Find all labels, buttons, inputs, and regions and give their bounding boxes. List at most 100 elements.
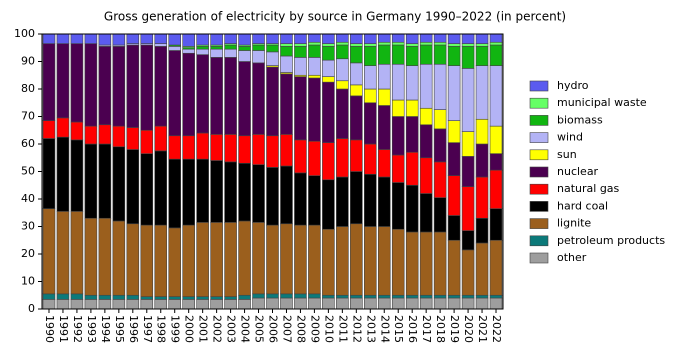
x-tick-label: 2016 (406, 315, 419, 343)
bar-segment (84, 217, 98, 296)
x-tick-label: 1997 (141, 315, 154, 343)
bar-segment (475, 33, 489, 44)
bar-segment (475, 143, 489, 178)
bar-segment (84, 299, 98, 310)
bar-segment (447, 297, 461, 310)
bar-segment (336, 297, 349, 310)
bar-segment (210, 46, 223, 50)
bar-segment (336, 33, 349, 43)
bar-segment (140, 153, 154, 226)
bar-segment (364, 88, 377, 104)
bar-segment (294, 76, 307, 141)
bar-segment (350, 43, 363, 47)
bar-segment (308, 140, 321, 176)
bar-segment (126, 33, 140, 44)
bar-segment (475, 297, 489, 310)
y-tick-label: 30 (21, 220, 35, 233)
bar-segment (419, 157, 433, 194)
bar-segment (280, 223, 293, 295)
bar-segment (475, 242, 489, 296)
bar-segment (266, 224, 279, 295)
bar-segment (405, 65, 419, 101)
bar-segment (182, 299, 195, 310)
bar-segment (182, 48, 195, 54)
bar-segment (98, 217, 112, 296)
bar-segment (70, 211, 84, 295)
bar-segment (461, 230, 475, 251)
bar-segment (56, 293, 70, 300)
bar-segment (489, 208, 503, 241)
bar-segment (322, 179, 335, 230)
bar-segment (308, 297, 321, 310)
bar-segment (308, 224, 321, 295)
y-tick-label: 60 (21, 137, 35, 150)
bar-segment (84, 143, 98, 219)
bar-segment (126, 127, 140, 150)
bar-segment (405, 151, 419, 186)
legend-swatch (529, 97, 549, 109)
bar-segment (196, 132, 209, 160)
bar-segment (294, 297, 307, 310)
bar-segment (238, 299, 251, 310)
bar-segment (489, 297, 503, 310)
x-tick-label: 2006 (267, 315, 280, 343)
bar-segment (42, 43, 56, 121)
bar-segment (405, 294, 419, 299)
bar-segment (433, 63, 447, 110)
bar-segment (154, 43, 168, 47)
bar-segment (84, 33, 98, 44)
bar-segment (391, 297, 405, 310)
bar-segment (294, 172, 307, 226)
bar-segment (196, 48, 209, 55)
bar-segment (266, 51, 279, 66)
bar-segment (294, 57, 307, 76)
bar-segment (308, 74, 321, 79)
bar-segment (461, 156, 475, 187)
x-tick-label: 1992 (71, 315, 84, 343)
x-tick-label: 2014 (378, 315, 391, 343)
bar-segment (350, 171, 363, 225)
bar-segment (447, 294, 461, 299)
bar-segment (308, 44, 321, 58)
bar-segment (391, 44, 405, 65)
bar-segment (350, 33, 363, 44)
bar-segment (461, 46, 475, 69)
legend-label: hard coal (557, 199, 608, 212)
bar-segment (168, 46, 181, 51)
bar-segment (350, 139, 363, 172)
bar-segment (98, 299, 112, 310)
bar-segment (461, 68, 475, 132)
bar-segment (224, 48, 237, 58)
bar-segment (391, 33, 405, 43)
bar-segment (112, 33, 126, 46)
bar-segment (140, 33, 154, 44)
bar-segment (196, 54, 209, 134)
bar-segment (224, 299, 237, 310)
bar-segment (322, 228, 335, 296)
bar-segment (266, 33, 279, 44)
bar-segment (377, 297, 391, 310)
bar-segment (70, 299, 84, 310)
bar-segment (280, 43, 293, 47)
bar-segment (70, 139, 84, 212)
bar-segment (182, 33, 195, 47)
bar-segment (168, 296, 181, 300)
bar-segment (42, 33, 56, 44)
x-tick-label: 1996 (127, 315, 140, 343)
x-tick-label: 1999 (169, 315, 182, 343)
bar-segment (308, 175, 321, 226)
bar-segment (377, 41, 391, 46)
bar-segment (461, 297, 475, 310)
x-tick-label: 2011 (336, 315, 349, 343)
x-tick-label: 1991 (57, 315, 70, 343)
bar-segment (168, 135, 181, 160)
bar-segment (489, 41, 503, 46)
bar-segment (252, 134, 265, 165)
bar-segment (252, 62, 265, 135)
bar-segment (154, 150, 168, 226)
bar-segment (210, 48, 223, 58)
bar-segment (210, 296, 223, 300)
x-tick-label: 2009 (308, 315, 321, 343)
bar-segment (168, 33, 181, 46)
legend-swatch (529, 201, 549, 212)
